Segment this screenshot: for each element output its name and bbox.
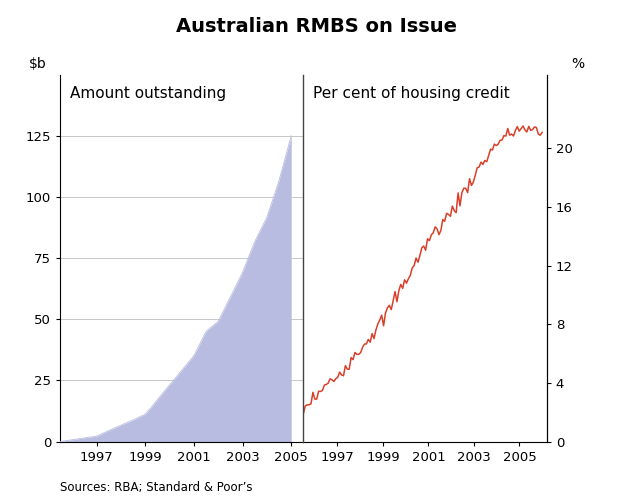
Text: Per cent of housing credit: Per cent of housing credit <box>313 86 510 101</box>
Text: $b: $b <box>28 57 46 71</box>
Text: %: % <box>571 57 584 71</box>
Text: Amount outstanding: Amount outstanding <box>70 86 226 101</box>
Text: Australian RMBS on Issue: Australian RMBS on Issue <box>176 17 456 36</box>
Text: Sources: RBA; Standard & Poor’s: Sources: RBA; Standard & Poor’s <box>60 481 253 494</box>
